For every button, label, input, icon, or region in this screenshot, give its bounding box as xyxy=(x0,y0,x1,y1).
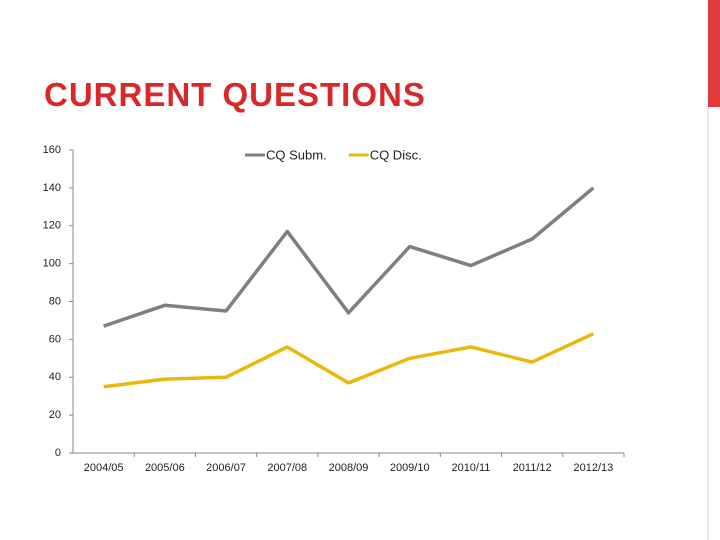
x-tick-label: 2006/07 xyxy=(206,462,246,474)
series-line xyxy=(103,186,595,328)
y-tick-label: 20 xyxy=(49,409,61,421)
x-tick-label: 2009/10 xyxy=(390,462,430,474)
legend-label: CQ Disc. xyxy=(370,147,422,162)
x-tick-label: 2005/06 xyxy=(145,462,185,474)
chart-title: CURRENT QUESTIONS xyxy=(44,76,426,113)
y-tick-label: 0 xyxy=(55,447,61,459)
x-tick-label: 2010/11 xyxy=(451,462,490,474)
legend-label: CQ Subm. xyxy=(266,147,327,162)
y-tick-label: 100 xyxy=(43,258,61,270)
y-tick-label: 60 xyxy=(49,333,61,345)
x-tick-label: 2011/12 xyxy=(513,462,552,474)
y-tick-label: 160 xyxy=(43,144,61,156)
series-line xyxy=(103,332,595,389)
y-tick-label: 140 xyxy=(43,182,61,194)
y-tick-label: 80 xyxy=(49,295,61,307)
x-tick-label: 2008/09 xyxy=(329,462,369,474)
x-tick-label: 2012/13 xyxy=(574,462,614,474)
accent-bar xyxy=(708,0,720,107)
y-tick-label: 120 xyxy=(43,220,61,232)
x-tick-label: 2004/05 xyxy=(84,462,124,474)
y-tick-label: 40 xyxy=(49,371,61,383)
x-tick-label: 2007/08 xyxy=(267,462,307,474)
